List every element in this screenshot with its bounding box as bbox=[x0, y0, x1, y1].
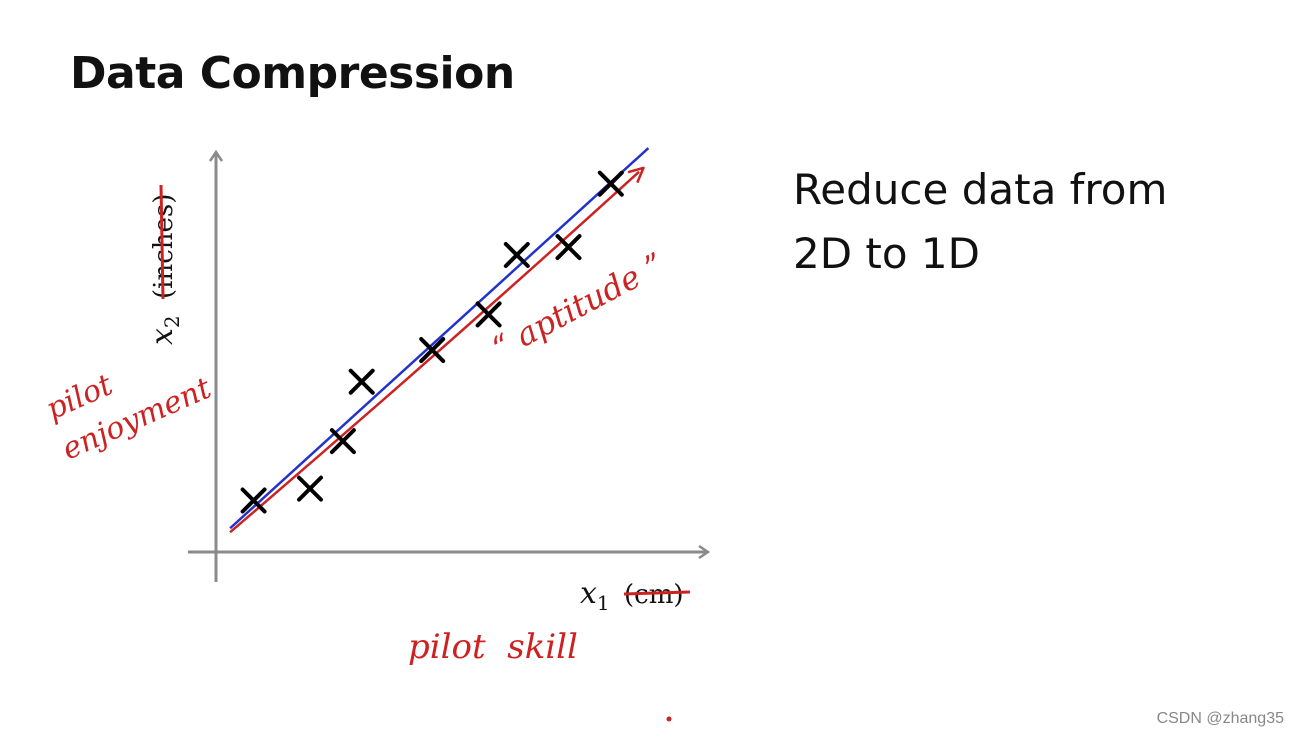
data-point-marker bbox=[475, 301, 502, 328]
y-axis-label: x2 bbox=[145, 315, 184, 345]
data-point-marker bbox=[348, 368, 375, 395]
data-point-marker bbox=[297, 475, 323, 502]
x-handwritten-label: pilot skill bbox=[408, 627, 578, 667]
data-point-marker bbox=[419, 337, 446, 364]
projection-arrowhead bbox=[627, 166, 645, 184]
data-point-marker bbox=[597, 170, 624, 197]
watermark: CSDN @zhang35 bbox=[1156, 710, 1284, 727]
side-note-line2: 2D to 1D bbox=[793, 229, 980, 278]
x-axis-label: x1 bbox=[580, 576, 610, 615]
data-point-marker bbox=[503, 242, 530, 268]
stray-dot bbox=[666, 716, 672, 722]
side-note-line1: Reduce data from bbox=[793, 165, 1168, 214]
x-unit-strike bbox=[623, 590, 691, 596]
data-point-marker bbox=[329, 428, 356, 455]
data-point-marker bbox=[240, 487, 267, 514]
y-unit-strike bbox=[159, 184, 165, 300]
side-note: Reduce data from 2D to 1D bbox=[793, 158, 1167, 286]
fit-line bbox=[229, 147, 650, 530]
direction-label: “ aptitude ” bbox=[486, 245, 670, 367]
data-point-marker bbox=[555, 234, 582, 261]
slide-title: Data Compression bbox=[70, 48, 515, 99]
data-points bbox=[240, 170, 624, 514]
